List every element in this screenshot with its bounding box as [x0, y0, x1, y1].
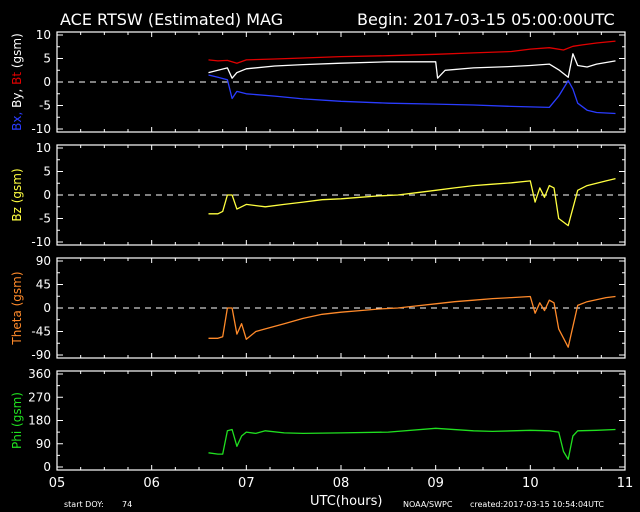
- x-tick-label: 08: [333, 476, 350, 491]
- y-axis-label: Theta (gsm): [10, 271, 24, 345]
- x-tick-label: 09: [427, 476, 444, 491]
- x-tick-label: 05: [49, 476, 66, 491]
- y-tick-label: -10: [31, 235, 51, 249]
- y-tick-label: -5: [39, 99, 51, 113]
- x-axis-label: UTC(hours): [310, 494, 382, 509]
- chart-title: ACE RTSW (Estimated) MAG: [60, 10, 283, 29]
- series-line-bt: [208, 40, 616, 64]
- x-tick-label: 06: [143, 476, 160, 491]
- y-tick-label: 90: [36, 437, 51, 451]
- created-timestamp: created:2017-03-15 10:54:04UTC: [470, 500, 604, 509]
- series-line-theta: [208, 295, 616, 348]
- y-axis-label: Bz (gsm): [10, 168, 24, 221]
- x-tick-label: 07: [238, 476, 255, 491]
- y-tick-label: -5: [39, 212, 51, 226]
- y-axis-label: Phi (gsm): [10, 392, 24, 449]
- y-tick-label: 10: [36, 28, 51, 42]
- series-line-bx: [208, 74, 616, 115]
- y-tick-label: -90: [31, 348, 51, 362]
- y-tick-label: 10: [36, 141, 51, 155]
- y-tick-label: 0: [43, 460, 51, 474]
- y-tick-label: 90: [36, 254, 51, 268]
- y-tick-label: -45: [31, 325, 51, 339]
- start-doy-value: 74: [122, 500, 132, 509]
- y-tick-label: 0: [43, 75, 51, 89]
- series-line-bz: [208, 177, 616, 227]
- y-axis-label-part: By,: [10, 89, 24, 112]
- y-tick-label: 5: [43, 52, 51, 66]
- begin-time: Begin: 2017-03-15 05:00:00UTC: [357, 10, 615, 29]
- y-axis-label-part: Bt: [10, 72, 24, 89]
- start-doy-label: start DOY:: [64, 500, 104, 509]
- y-tick-label: 0: [43, 301, 51, 315]
- y-tick-label: 45: [36, 278, 51, 292]
- y-tick-label: 0: [43, 188, 51, 202]
- panels: 10 5 0 -5 -10 Bx, By, Bt (gsm) 10 5 0 -5 -10 Bz (gs…: [10, 28, 633, 491]
- y-tick-label: 270: [28, 390, 51, 404]
- x-tick-label: 11: [617, 476, 634, 491]
- y-tick-label: 180: [28, 414, 51, 428]
- y-axis-label-part: (gsm): [10, 33, 24, 72]
- y-axis-label: Bx, By, Bt (gsm): [10, 33, 24, 131]
- y-tick-label: -10: [31, 122, 51, 136]
- series-line-phi: [208, 427, 616, 460]
- y-tick-label: 360: [28, 367, 51, 381]
- y-tick-label: 5: [43, 165, 51, 179]
- x-tick-label: 10: [522, 476, 539, 491]
- y-axis-label-part: Bx,: [10, 112, 24, 131]
- series-line-by: [208, 53, 616, 79]
- agency-label: NOAA/SWPC: [403, 500, 453, 509]
